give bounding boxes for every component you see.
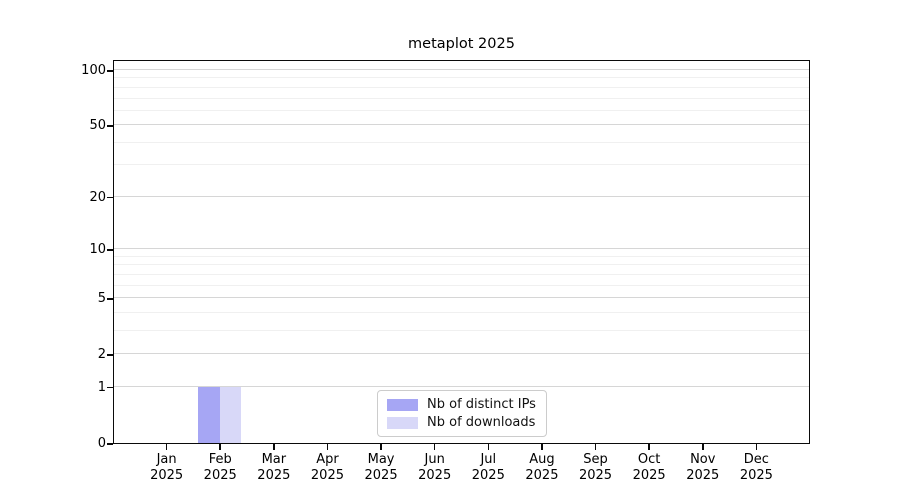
- chart-title: metaplot 2025: [408, 36, 515, 52]
- x-tick-month: Mar: [261, 452, 287, 467]
- legend-swatch-downloads: [387, 416, 418, 429]
- x-tick-label-apr: Apr 2025: [287, 452, 367, 484]
- x-tick-month: Apr: [316, 452, 339, 467]
- x-tick-year: 2025: [471, 468, 505, 483]
- bar-downloads: [219, 386, 242, 443]
- x-tick-month: Jul: [480, 452, 497, 467]
- y-gridline-minor: [114, 264, 809, 266]
- y-gridline-minor: [114, 284, 809, 286]
- y-gridline-minor: [114, 164, 809, 166]
- y-gridline-major: [114, 353, 809, 355]
- y-tick-mark: [107, 196, 113, 199]
- y-gridline-minor: [114, 255, 809, 257]
- y-tick-label: 100: [81, 63, 106, 78]
- x-tick-year: 2025: [150, 468, 184, 483]
- x-tick-year: 2025: [257, 468, 291, 483]
- x-tick-mark: [380, 444, 382, 450]
- y-gridline-minor: [114, 273, 809, 275]
- x-tick-mark: [487, 444, 490, 450]
- x-tick-mark: [594, 444, 597, 450]
- x-tick-month: Oct: [637, 452, 661, 467]
- y-gridline-minor: [114, 329, 809, 331]
- y-tick-mark: [107, 386, 113, 389]
- y-gridline-major: [114, 69, 809, 70]
- x-tick-year: 2025: [203, 468, 237, 483]
- x-tick-mark: [648, 444, 650, 450]
- legend-label-distinct-ips: Nb of distinct IPs: [427, 397, 536, 412]
- y-tick-mark: [107, 249, 113, 251]
- y-tick-label: 1: [97, 379, 106, 395]
- x-tick-year: 2025: [578, 468, 613, 483]
- y-tick-label: 20: [89, 189, 106, 205]
- y-tick-mark: [107, 354, 113, 356]
- x-tick-month: Dec: [743, 452, 769, 467]
- y-tick-mark: [107, 298, 113, 300]
- y-gridline-major: [114, 195, 809, 197]
- y-gridline-minor: [114, 77, 809, 79]
- x-tick-year: 2025: [686, 468, 720, 483]
- x-tick-year: 2025: [310, 468, 344, 483]
- x-tick-label-sep: Sep 2025: [556, 452, 636, 484]
- legend-label-downloads: Nb of downloads: [427, 415, 536, 430]
- x-tick-label-dec: Dec 2025: [716, 452, 796, 484]
- x-tick-month: Nov: [690, 452, 716, 467]
- x-tick-mark: [219, 444, 221, 450]
- y-tick-mark: [107, 70, 113, 72]
- legend-item-downloads: Nb of downloads: [387, 415, 536, 430]
- y-gridline-major: [114, 297, 809, 299]
- y-tick-mark: [107, 125, 113, 127]
- y-tick-label: 0: [97, 436, 106, 451]
- y-tick-label: 2: [97, 347, 106, 363]
- y-gridline-major: [114, 124, 809, 126]
- x-tick-month: Jun: [424, 452, 445, 467]
- legend: Nb of distinct IPs Nb of downloads: [377, 390, 547, 437]
- x-tick-label-mar: Mar 2025: [234, 452, 314, 484]
- x-tick-label-jun: Jun 2025: [395, 452, 475, 484]
- y-gridline-minor: [114, 141, 809, 143]
- plot-area: Nb of distinct IPs Nb of downloads: [113, 60, 810, 444]
- x-tick-label-may: May 2025: [341, 452, 421, 484]
- x-tick-label-aug: Aug 2025: [502, 452, 582, 484]
- x-tick-label-feb: Feb 2025: [180, 452, 260, 484]
- y-gridline-major: [114, 385, 809, 387]
- x-tick-month: Jan: [156, 452, 177, 467]
- y-gridline-major: [114, 248, 809, 250]
- x-tick-mark: [541, 444, 543, 450]
- y-tick-mark: [107, 443, 113, 445]
- x-tick-mark: [165, 444, 168, 450]
- y-gridline-minor: [114, 109, 809, 111]
- x-tick-year: 2025: [525, 468, 559, 483]
- y-tick-label: 10: [89, 242, 106, 258]
- y-tick-label: 5: [97, 291, 106, 307]
- bar-distinct-ips: [198, 386, 220, 443]
- x-tick-label-nov: Nov 2025: [663, 452, 743, 484]
- x-tick-mark: [273, 444, 275, 450]
- x-tick-mark: [702, 444, 704, 450]
- x-tick-year: 2025: [418, 468, 452, 483]
- y-tick-label: 50: [89, 118, 106, 134]
- x-tick-month: Sep: [583, 452, 608, 467]
- y-gridline-minor: [114, 86, 809, 88]
- legend-swatch-distinct-ips: [387, 398, 418, 411]
- x-tick-mark: [326, 444, 329, 450]
- x-tick-month: Aug: [529, 452, 555, 467]
- y-gridline-minor: [114, 97, 809, 99]
- x-tick-mark: [755, 444, 758, 450]
- x-tick-month: May: [367, 452, 395, 467]
- x-tick-year: 2025: [632, 468, 666, 483]
- x-tick-month: Feb: [208, 452, 232, 467]
- y-gridline-minor: [114, 311, 809, 313]
- x-tick-label-jan: Jan 2025: [127, 452, 207, 484]
- x-tick-label-oct: Oct 2025: [609, 452, 689, 484]
- x-tick-label-jul: Jul 2025: [448, 452, 528, 484]
- x-tick-mark: [433, 444, 436, 450]
- x-tick-year: 2025: [364, 468, 398, 483]
- legend-item-distinct-ips: Nb of distinct IPs: [387, 397, 536, 412]
- x-tick-year: 2025: [739, 468, 773, 483]
